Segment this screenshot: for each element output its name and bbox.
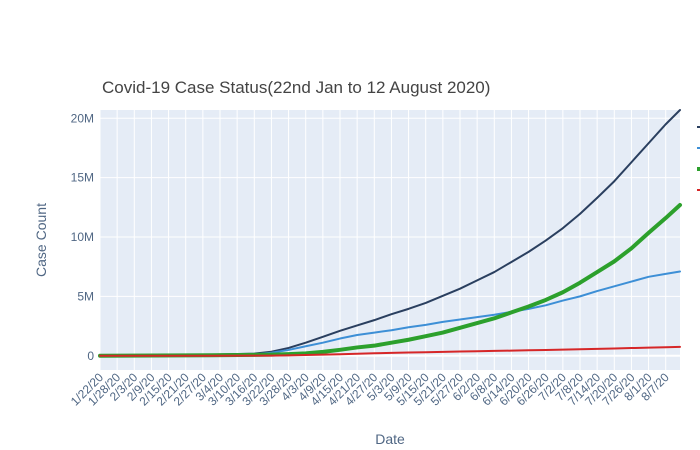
y-tick-label: 0 [87,349,94,363]
series-line-4 [99,345,681,357]
chart-title: Covid-19 Case Status(22nd Jan to 12 Augu… [102,78,490,97]
x-axis-title: Date [375,431,405,447]
series-line-3 [98,202,682,358]
y-axis-title: Case Count [33,203,49,277]
y-tick-label: 15M [71,171,94,185]
y-tick-label: 5M [77,289,94,303]
x-tick-labels: 1/22/201/28/202/3/202/9/202/15/202/21/20… [68,370,672,408]
y-tick-label: 10M [71,230,94,244]
series-line-2 [99,270,681,357]
plot-area [100,110,680,370]
y-tick-label: 20M [71,111,94,125]
series-line-1 [99,109,681,357]
y-tick-labels: 0 5M 10M 15M 20M [71,111,95,362]
series-lines [98,109,682,358]
